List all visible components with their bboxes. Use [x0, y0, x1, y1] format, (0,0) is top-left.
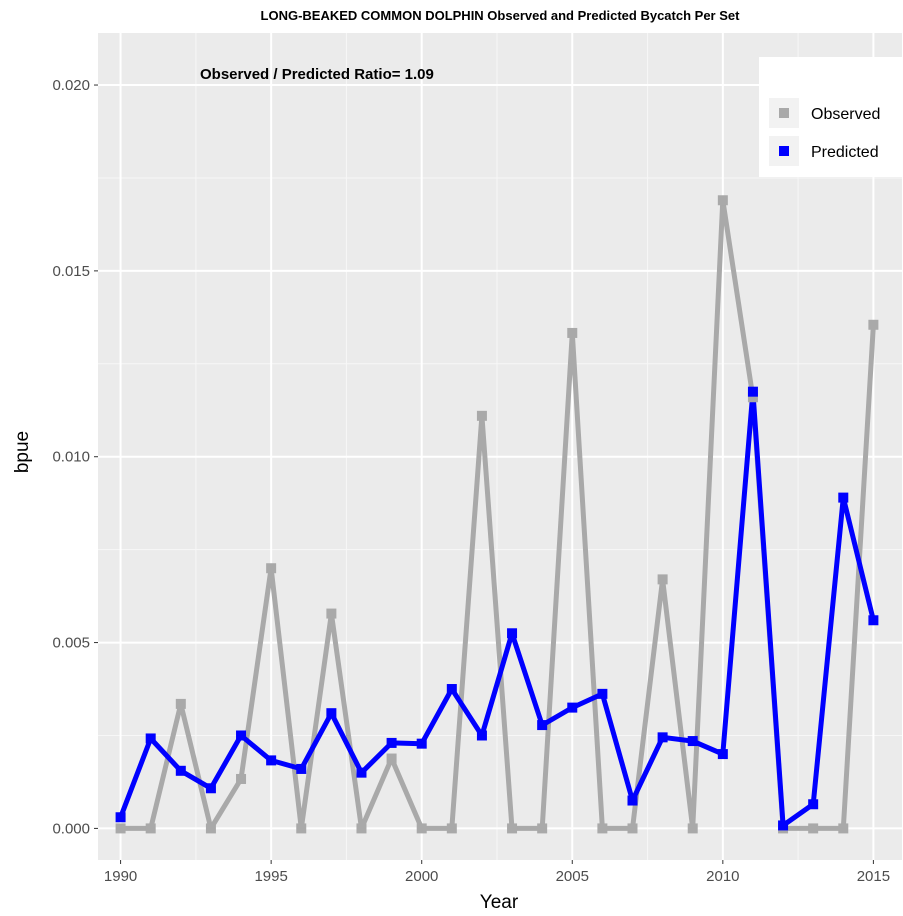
x-tick-label: 2010 — [706, 868, 739, 885]
x-tick-label: 2015 — [857, 868, 890, 885]
legend-label-observed: Observed — [811, 106, 880, 123]
data-point-predicted — [567, 702, 578, 713]
legend-swatch-predicted — [779, 146, 789, 156]
series-line-observed — [118, 197, 876, 831]
data-point-predicted — [808, 799, 819, 810]
y-tick-label: 0.015 — [52, 263, 90, 280]
data-point-observed — [868, 319, 879, 330]
data-point-observed — [657, 574, 668, 585]
series-points — [115, 195, 879, 834]
data-point-observed — [747, 392, 758, 403]
data-point-predicted — [416, 738, 427, 749]
data-point-observed — [115, 823, 126, 834]
data-point-observed — [597, 823, 608, 834]
data-point-predicted — [205, 783, 216, 794]
data-point-predicted — [627, 795, 638, 806]
data-point-observed — [838, 823, 849, 834]
data-point-predicted — [537, 720, 548, 731]
data-point-observed — [476, 410, 487, 421]
data-point-predicted — [266, 755, 277, 766]
data-point-predicted — [687, 736, 698, 747]
data-point-predicted — [296, 763, 307, 774]
y-axis: 0.000 0.005 0.010 0.015 0.020 — [52, 77, 98, 837]
x-tick-label: 2000 — [405, 868, 438, 885]
data-point-observed — [507, 823, 518, 834]
x-tick-label: 1995 — [254, 868, 287, 885]
x-axis-title: Year — [480, 892, 519, 913]
data-point-predicted — [838, 492, 849, 503]
data-point-predicted — [446, 684, 457, 695]
data-point-observed — [627, 823, 638, 834]
data-point-predicted — [717, 749, 728, 760]
data-point-observed — [356, 823, 367, 834]
data-point-predicted — [236, 730, 247, 741]
data-point-predicted — [778, 820, 789, 831]
x-tick-label: 1990 — [104, 868, 137, 885]
data-point-predicted — [507, 628, 518, 639]
data-point-predicted — [326, 708, 337, 719]
data-point-observed — [145, 823, 156, 834]
data-point-observed — [175, 698, 186, 709]
x-tick-label: 2005 — [556, 868, 589, 885]
y-axis-title: bpue — [12, 431, 33, 473]
data-point-observed — [567, 327, 578, 338]
x-axis: 1990 1995 2000 2005 2010 2015 — [104, 860, 890, 885]
data-point-predicted — [747, 386, 758, 397]
data-point-observed — [205, 823, 216, 834]
data-point-observed — [687, 823, 698, 834]
data-point-predicted — [115, 812, 126, 823]
data-point-observed — [416, 823, 427, 834]
data-point-observed — [236, 773, 247, 784]
data-point-observed — [717, 195, 728, 206]
data-point-predicted — [175, 765, 186, 776]
legend-label-predicted: Predicted — [811, 144, 879, 161]
chart-title: LONG-BEAKED COMMON DOLPHIN Observed and … — [261, 8, 741, 23]
data-point-observed — [266, 563, 277, 574]
legend: Observed Predicted — [759, 57, 902, 177]
data-point-observed — [386, 753, 397, 764]
data-point-predicted — [386, 737, 397, 748]
y-tick-label: 0.000 — [52, 820, 90, 837]
data-point-observed — [326, 608, 337, 619]
data-point-observed — [537, 823, 548, 834]
data-point-predicted — [145, 733, 156, 744]
y-tick-label: 0.010 — [52, 449, 90, 466]
y-tick-label: 0.020 — [52, 77, 90, 94]
data-point-predicted — [657, 732, 668, 743]
data-point-observed — [446, 823, 457, 834]
data-point-predicted — [597, 688, 608, 699]
ratio-annotation: Observed / Predicted Ratio= 1.09 — [200, 66, 434, 83]
y-tick-label: 0.005 — [52, 635, 90, 652]
data-point-predicted — [868, 615, 879, 626]
data-point-observed — [808, 823, 819, 834]
legend-swatch-observed — [779, 108, 789, 118]
data-point-predicted — [356, 767, 367, 778]
data-point-predicted — [476, 730, 487, 741]
data-point-observed — [296, 823, 307, 834]
